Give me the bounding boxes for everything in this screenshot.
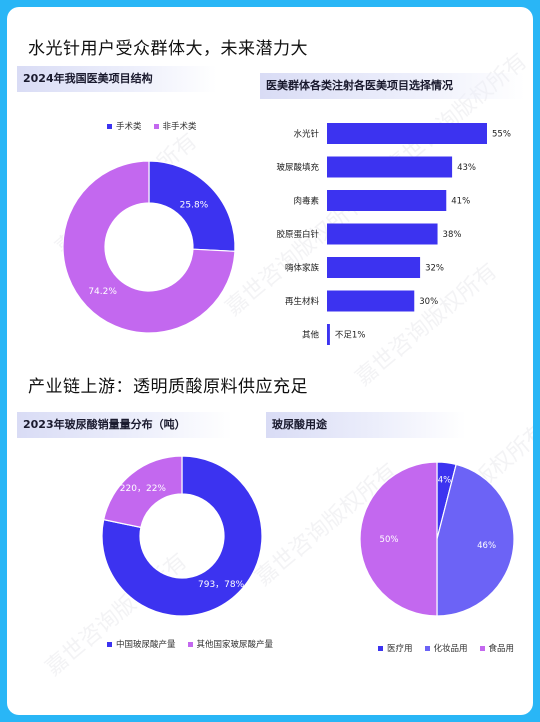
legend-item: 其他国家玻尿酸产量 (187, 638, 274, 650)
section-heading-top: 水光针用户受众群体大，未来潜力大 (28, 39, 308, 59)
pie-slice (62, 160, 236, 334)
category-label: 玻尿酸填充 (276, 162, 319, 173)
bar (327, 290, 415, 312)
section-heading-bottom: 产业链上游：透明质酸原料供应充足 (28, 377, 308, 397)
category-label: 嗨体家族 (285, 263, 320, 274)
legend-swatch (378, 645, 383, 651)
pie-slice (436, 463, 515, 617)
data-label: 793，78% (198, 580, 245, 590)
bar (327, 223, 438, 245)
panel-title-ha-usage: 玻尿酸用途 (266, 412, 466, 438)
category-label: 再生材料 (285, 296, 320, 307)
legend-item: 手术类 (107, 120, 142, 132)
category-label: 肉毒素 (293, 196, 319, 207)
data-label: 25.8% (180, 200, 209, 210)
panel-title-injection-choices: 医美群体各类注射各医美项目选择情况 (260, 73, 525, 99)
data-label: 46% (477, 541, 496, 551)
pie-slice (102, 455, 183, 529)
legend-label: 手术类 (116, 122, 142, 132)
panel-title-ha-sales: 2023年玻尿酸销量量分布（吨） (17, 412, 232, 438)
donut-chart-structure: 25.8% 74.2% (62, 160, 236, 334)
legend-item: 化妆品用 (424, 642, 468, 654)
legend-item: 医疗用 (378, 642, 413, 654)
value-label: 41% (451, 197, 470, 207)
legend-label: 其他国家玻尿酸产量 (196, 640, 274, 650)
legend-swatch (424, 645, 430, 651)
bar-chart-injection-choices: 水光针 55% 玻尿酸填充 43% 肉毒素 41% 胶原蛋白针 38% 嗨体家族 32% 再生材料 3… (276, 123, 511, 345)
category-label: 水光针 (293, 129, 319, 140)
legend-label: 食品用 (488, 644, 515, 654)
value-label: 43% (457, 163, 476, 173)
bar (327, 123, 487, 144)
legend-label: 中国玻尿酸产量 (116, 640, 176, 650)
legend-swatch (107, 641, 112, 647)
donut-chart-ha-usage: 4% 46% 50% (359, 461, 515, 617)
value-label: 38% (443, 230, 462, 240)
data-label: 4% (438, 475, 452, 485)
legend-structure: 手术类 非手术类 (107, 120, 197, 132)
infographic-card: 嘉世咨询版权所有 嘉世咨询版权所有 嘉世咨询版权所有 嘉世咨询版权所有 嘉世咨询… (7, 7, 533, 715)
pie-slice (148, 160, 236, 252)
legend-swatch (479, 645, 485, 651)
value-label: 30% (419, 297, 438, 307)
value-label: 55% (492, 130, 511, 140)
legend-swatch (107, 123, 112, 129)
legend-swatch (153, 123, 159, 129)
pie-slice (101, 455, 263, 617)
legend-swatch (187, 641, 193, 647)
legend-label: 非手术类 (162, 122, 197, 132)
bar (327, 257, 421, 278)
legend-label: 化妆品用 (433, 644, 468, 654)
legend-ha-sales: 中国玻尿酸产量 其他国家玻尿酸产量 (107, 638, 273, 650)
bar (327, 324, 330, 345)
data-label: 74.2% (88, 287, 117, 297)
value-label: 不足1% (335, 331, 366, 341)
pie-slice (359, 461, 438, 617)
panel-title-structure: 2024年我国医美项目结构 (17, 66, 217, 92)
value-label: 32% (425, 264, 444, 274)
legend-item: 非手术类 (153, 120, 197, 132)
category-label: 胶原蛋白针 (276, 229, 319, 240)
legend-ha-usage: 医疗用 化妆品用 食品用 (378, 642, 514, 654)
bar (327, 156, 453, 178)
data-label: 220，22% (120, 484, 167, 494)
legend-item: 中国玻尿酸产量 (107, 638, 176, 650)
legend-label: 医疗用 (387, 644, 413, 654)
legend-item: 食品用 (479, 642, 515, 654)
data-label: 50% (380, 535, 399, 545)
donut-chart-ha-sales: 793，78% 220，22% (101, 455, 263, 617)
category-label: 其他 (302, 330, 320, 341)
bar (327, 190, 447, 211)
